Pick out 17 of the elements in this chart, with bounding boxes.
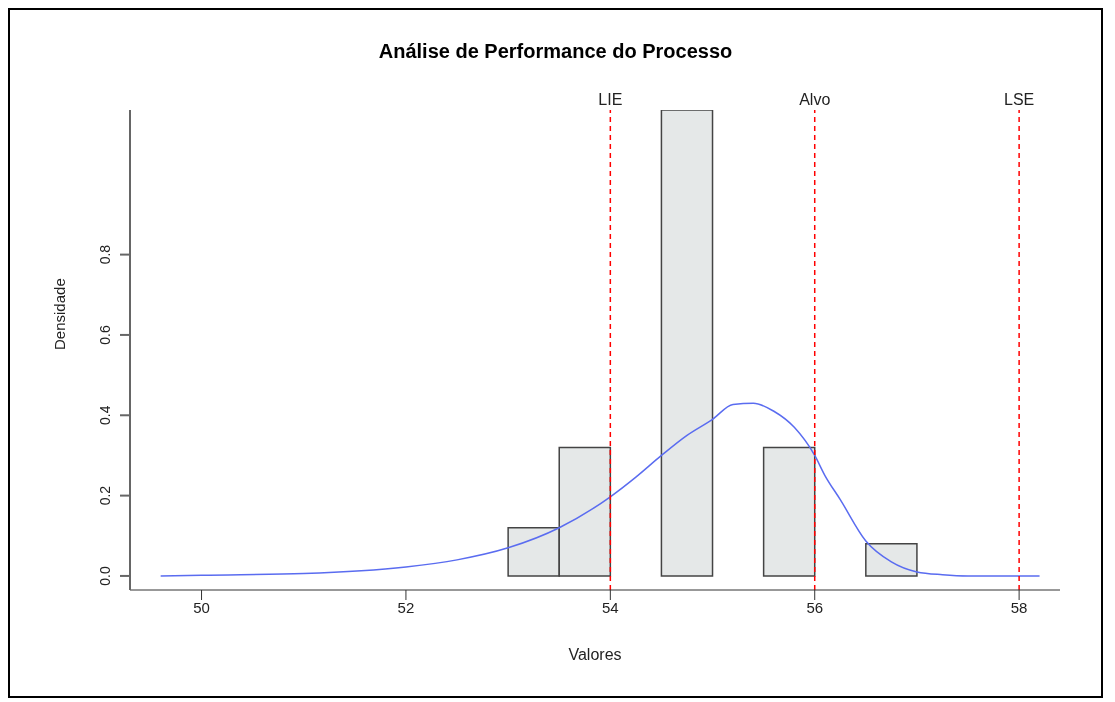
ref-line-label: LIE	[598, 91, 623, 108]
x-tick-label: 54	[601, 598, 619, 616]
y-tick-label: 0.4	[97, 405, 113, 426]
ref-line-label: Alvo	[799, 91, 831, 108]
x-tick-label: 50	[193, 598, 210, 616]
line-series	[159, 402, 1041, 577]
y-axis-title: Densidade	[51, 278, 69, 350]
y-tick-label: 0.2	[97, 485, 113, 506]
y-tick-label: 0.8	[97, 244, 113, 265]
x-axis-title: Valores	[568, 646, 622, 663]
x-tick-label: 52	[397, 598, 415, 616]
x-tick-label: 58	[1010, 598, 1028, 616]
chart-title: Análise de Performance do Processo	[377, 40, 734, 64]
y-tick-label: 0.0	[97, 566, 113, 586]
y-tick-label: 0.6	[97, 325, 113, 345]
x-tick-label: 56	[806, 598, 824, 616]
ref-line-label: LSE	[1004, 91, 1035, 108]
